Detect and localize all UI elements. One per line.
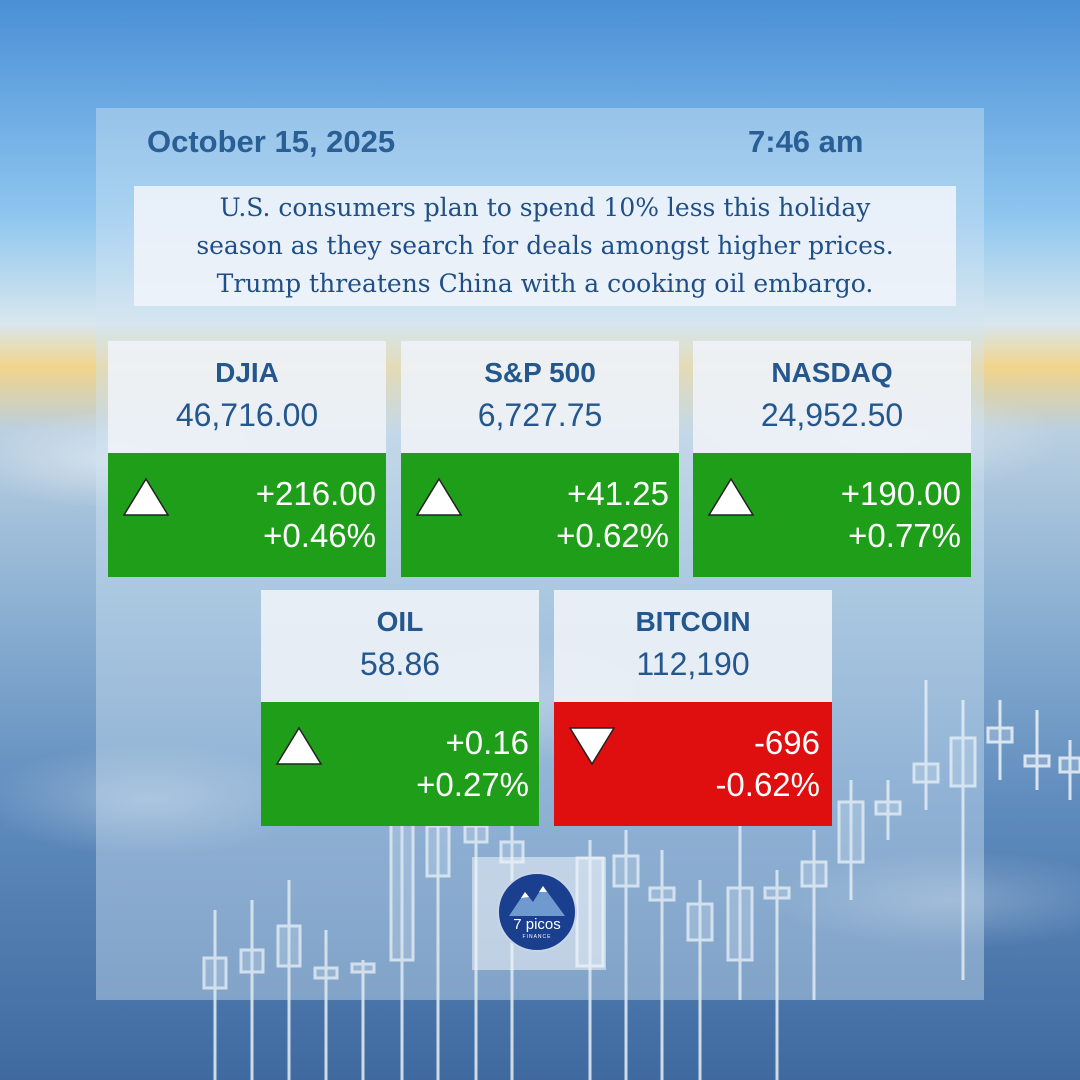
market-change-panel: +216.00 +0.46% xyxy=(108,453,386,577)
market-name: DJIA xyxy=(215,357,279,388)
market-card-header: NASDAQ 24,952.50 xyxy=(693,341,971,453)
up-triangle-icon xyxy=(707,477,755,516)
up-triangle-icon xyxy=(122,477,170,516)
market-card-header: DJIA 46,716.00 xyxy=(108,341,386,453)
market-value: 6,727.75 xyxy=(477,397,603,433)
market-name: BITCOIN xyxy=(635,606,751,637)
market-card-djia: DJIA 46,716.00 +216.00 +0.46% xyxy=(108,341,386,577)
market-card-nasdaq: NASDAQ 24,952.50 +190.00 +0.77% xyxy=(693,341,971,577)
market-percent: +0.27% xyxy=(416,766,529,803)
news-summary: U.S. consumers plan to spend 10% less th… xyxy=(134,186,956,306)
market-percent: -0.62% xyxy=(715,766,820,803)
market-value: 58.86 xyxy=(359,646,441,682)
market-card-sp500: S&P 500 6,727.75 +41.25 +0.62% xyxy=(401,341,679,577)
market-change: +41.25 xyxy=(567,475,669,512)
market-value: 24,952.50 xyxy=(760,397,904,433)
market-card-header: S&P 500 6,727.75 xyxy=(401,341,679,453)
up-triangle-icon xyxy=(415,477,463,516)
report-time: 7:46 am xyxy=(748,124,864,159)
market-value: 46,716.00 xyxy=(175,397,319,433)
mountain-logo-icon xyxy=(509,886,565,916)
market-name: NASDAQ xyxy=(771,357,893,388)
market-value: 112,190 xyxy=(636,646,750,682)
market-name: OIL xyxy=(376,606,424,637)
report-date: October 15, 2025 xyxy=(147,124,396,159)
market-change-panel: +41.25 +0.62% xyxy=(401,453,679,577)
news-line: U.S. consumers plan to spend 10% less th… xyxy=(219,193,871,222)
market-change: +216.00 xyxy=(255,475,376,512)
brand-name: 7 picos xyxy=(513,916,561,933)
market-card-bitcoin: BITCOIN 112,190 -696 -0.62% xyxy=(554,590,832,826)
brand-subtitle: FINANCE xyxy=(522,934,552,940)
market-card-header: OIL 58.86 xyxy=(261,590,539,702)
market-name: S&P 500 xyxy=(484,357,596,388)
market-percent: +0.46% xyxy=(263,517,376,554)
down-triangle-icon xyxy=(568,727,616,766)
market-change-panel: +190.00 +0.77% xyxy=(693,453,971,577)
market-card-header: BITCOIN 112,190 xyxy=(554,590,832,702)
up-triangle-icon xyxy=(275,726,323,765)
brand-logo: 7 picos FINANCE xyxy=(497,872,577,952)
news-line: Trump threatens China with a cooking oil… xyxy=(216,269,874,298)
market-change-panel: -696 -0.62% xyxy=(554,702,832,826)
market-change-panel: +0.16 +0.27% xyxy=(261,702,539,826)
news-line: season as they search for deals amongst … xyxy=(196,231,894,260)
market-change: +0.16 xyxy=(445,724,530,761)
market-percent: +0.77% xyxy=(848,517,961,554)
market-change: -696 xyxy=(753,724,820,761)
market-card-oil: OIL 58.86 +0.16 +0.27% xyxy=(261,590,539,826)
market-change: +190.00 xyxy=(840,475,961,512)
market-percent: +0.62% xyxy=(556,517,669,554)
